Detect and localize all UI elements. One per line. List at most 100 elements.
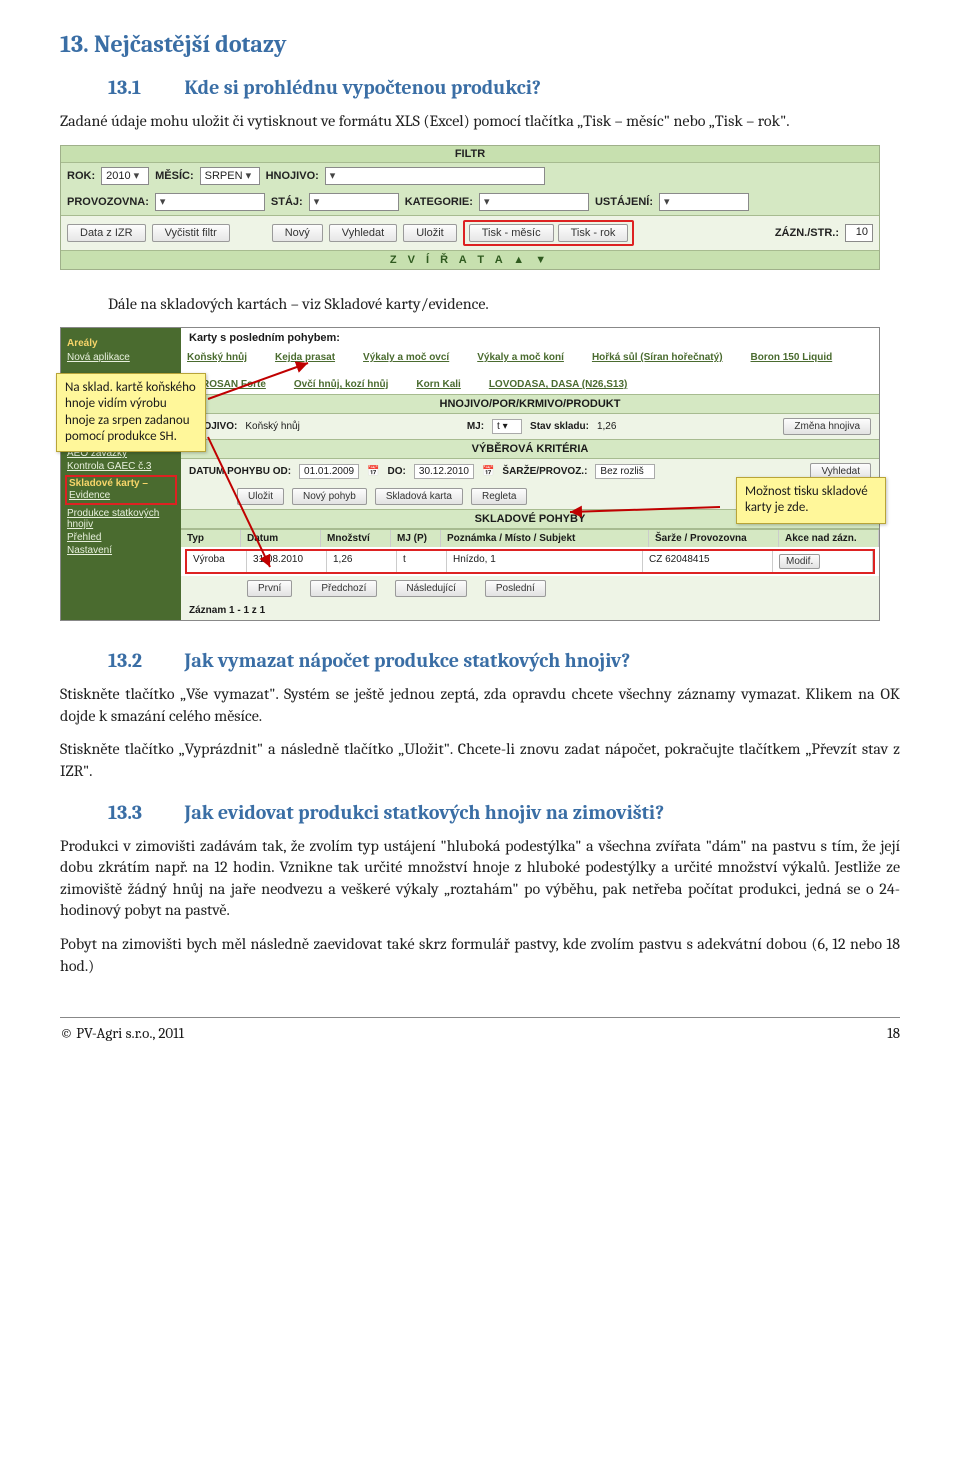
link-ovci-hnuj[interactable]: Ovčí hnůj, kozí hnůj [294,379,388,390]
footer-page-number: 18 [887,1024,900,1042]
cell-typ: Výroba [187,551,247,572]
select-mj[interactable]: t ▾ [492,419,522,434]
btn-data-izr[interactable]: Data z IZR [67,224,146,242]
label-stav-skladu: Stav skladu: [530,421,589,432]
select-ustajeni[interactable] [659,193,749,211]
para-13-1-a: Zadané údaje mohu uložit či vytisknout v… [60,111,900,133]
para-13-2-b: Stiskněte tlačítko „Vyprázdnit" a násled… [60,739,900,782]
cell-poznamka: Hnízdo, 1 [447,551,643,572]
cell-sarze: CZ 62048415 [643,551,773,572]
cell-datum: 31.08.2010 [247,551,327,572]
label-kategorie: KATEGORIE: [405,196,473,208]
section-kriteria: VÝBĚROVÁ KRITÉRIA [181,439,879,459]
label-ustajeni: USTÁJENÍ: [595,196,653,208]
heading-13-1: 13.1 Kde si prohlédnu vypočtenou produkc… [108,76,900,99]
btn-modif[interactable]: Modif. [779,554,820,569]
select-mesic[interactable]: SRPEN [200,167,260,185]
karty-links-row: Koňský hnůj Kejda prasat Výkaly a moč ov… [181,348,879,394]
heading-13-2: 13.2 Jak vymazat nápočet produkce statko… [108,649,900,672]
btn-posledni[interactable]: Poslední [485,580,546,597]
label-sarze: ŠARŽE/PROVOZ.: [502,466,587,477]
select-kategorie[interactable] [479,193,589,211]
select-sarze[interactable]: Bez rozliš [595,464,655,479]
th-typ: Typ [181,530,241,547]
th-mj: MJ (P) [391,530,441,547]
btn-novy[interactable]: Nový [272,224,323,242]
btn-prvni[interactable]: První [247,580,292,597]
label-hnojivo: HNOJIVO: [266,170,319,182]
label-provozovna: PROVOZOVNA: [67,196,149,208]
calendar-icon[interactable]: 📅 [367,466,379,477]
cell-mnozstvi: 1,26 [327,551,397,572]
select-rok[interactable]: 2010 [101,167,149,185]
para-13-3-a: Produkci v zimovišti zadávám tak, že zvo… [60,836,900,922]
btn-tisk-mesic[interactable]: Tisk - měsíc [469,224,554,242]
sidebar-item-prehled[interactable]: Přehled [67,531,175,544]
heading-13-1-title: Kde si prohlédnu vypočtenou produkci? [184,76,541,99]
input-datum-do[interactable]: 30.12.2010 [414,464,474,479]
cell-mj: t [397,551,447,572]
para-13-3-b: Pobyt na zimovišti bych měl následně zae… [60,934,900,977]
value-stav-skladu: 1,26 [597,421,616,432]
select-hnojivo[interactable] [325,167,545,185]
value-hnojivo: Koňský hnůj [245,421,299,432]
callout-right-text: Možnost tisku skladové karty je zde. [745,484,868,515]
callout-right: Možnost tisku skladové karty je zde. [736,477,886,524]
label-do: DO: [388,466,406,477]
section-zvirata: Z V Í Ř A T A ▲ ▼ [61,250,879,269]
karty-title: Karty s posledním pohybem: [181,328,879,348]
th-poznamka: Poznámka / Místo / Subjekt [441,530,649,547]
section-produkt: HNOJIVO/POR/KRMIVO/PRODUKT [181,394,879,414]
sidebar-item-nova-aplikace[interactable]: Nová aplikace [67,351,175,364]
btn-regleta[interactable]: Regleta [471,488,527,505]
link-vykaly-ovci[interactable]: Výkaly a moč ovcí [363,352,449,363]
sidebar-group-sklad-karty: Skladové karty – [69,478,173,489]
btn-vycistit-filtr[interactable]: Vyčistit filtr [152,224,230,242]
btn-ulozit2[interactable]: Uložit [237,488,284,505]
calendar-icon-2[interactable]: 📅 [482,466,494,477]
btn-predchozi[interactable]: Předchozí [310,580,377,597]
th-sarze: Šarže / Provozovna [649,530,779,547]
sidebar-item-nastaveni[interactable]: Nastavení [67,544,175,557]
label-datum-od: DATUM POHYBU OD: [189,466,291,477]
filtr-title: FILTR [61,146,879,163]
btn-tisk-rok[interactable]: Tisk - rok [558,224,629,242]
cell-akce: Modif. [773,551,873,572]
screenshot-sklad-karty: Areály Nová aplikace Roční limit N Zákaz… [60,327,880,621]
sidebar-highlight-sklad-karty: Skladové karty – Evidence [65,475,177,505]
sidebar-item-evidence[interactable]: Evidence [69,489,173,502]
callout-left: Na sklad. kartě koňského hnoje vidím výr… [56,373,206,452]
link-korn-kali[interactable]: Korn Kali [416,379,460,390]
link-konsky-hnuj[interactable]: Koňský hnůj [187,352,247,363]
link-vykaly-koni[interactable]: Výkaly a moč koní [477,352,564,363]
link-boron[interactable]: Boron 150 Liquid [751,352,833,363]
th-mnozstvi: Množství [321,530,391,547]
btn-zmena-hnojiva[interactable]: Změna hnojiva [783,418,871,435]
th-datum: Datum [241,530,321,547]
sidebar-item-kontrola-gaec[interactable]: Kontrola GAEC č.3 [67,460,175,473]
sidebar-item-produkce-sh[interactable]: Produkce statkových hnojiv [67,507,175,531]
input-datum-od[interactable]: 01.01.2009 [299,464,359,479]
btn-ulozit[interactable]: Uložit [403,224,457,242]
btn-nasledujici[interactable]: Následující [395,580,466,597]
input-zazn-str[interactable]: 10 [845,224,873,242]
select-staj[interactable] [309,193,399,211]
label-rok: ROK: [67,170,95,182]
sidebar-group-arealy: Areály [67,338,175,349]
table-header: Typ Datum Množství MJ (P) Poznámka / Mís… [181,529,879,547]
link-lovodasa[interactable]: LOVODASA, DASA (N26,S13) [489,379,628,390]
link-horka-sul[interactable]: Hořká sůl (Síran hořečnatý) [592,352,723,363]
btn-skladova-karta[interactable]: Skladová karta [375,488,463,505]
heading-13-3-num: 13.3 [108,801,180,824]
btn-vyhledat[interactable]: Vyhledat [329,224,397,242]
select-provozovna[interactable] [155,193,265,211]
link-kejda-prasat[interactable]: Kejda prasat [275,352,335,363]
record-counter: Záznam 1 - 1 z 1 [181,601,879,620]
para-13-2-a: Stiskněte tlačítko „Vše vymazat". Systém… [60,684,900,727]
table-row[interactable]: Výroba 31.08.2010 1,26 t Hnízdo, 1 CZ 62… [185,549,875,574]
btn-novy-pohyb[interactable]: Nový pohyb [292,488,367,505]
label-zazn-str: ZÁZN./STR.: [775,227,839,239]
heading-13-3: 13.3 Jak evidovat produkci statkových hn… [108,801,900,824]
main-panel: Karty s posledním pohybem: Koňský hnůj K… [181,328,879,620]
th-akce: Akce nad zázn. [779,530,879,547]
